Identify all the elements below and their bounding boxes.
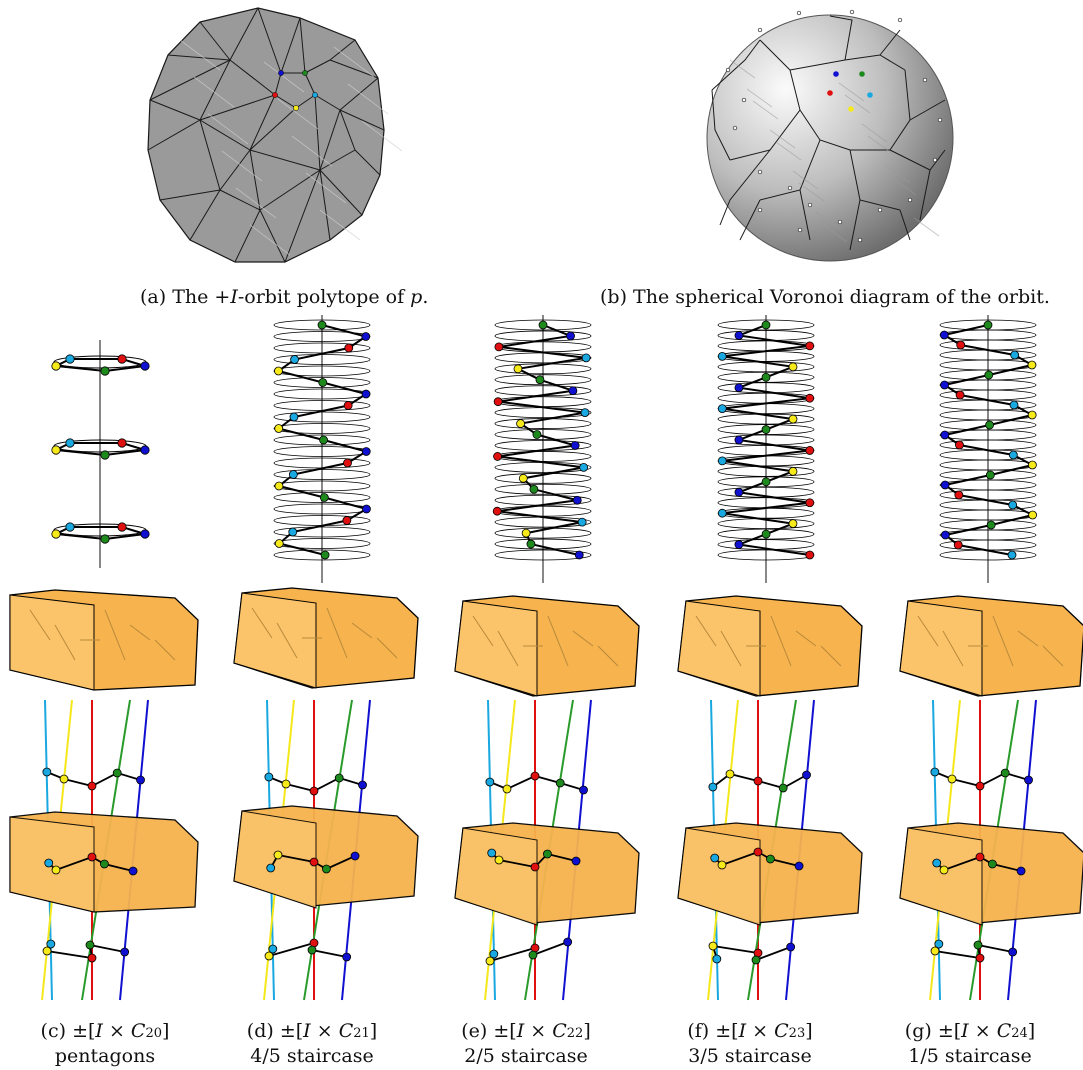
point-green <box>859 71 865 77</box>
caption-b: (b) The spherical Voronoi diagram of the… <box>600 286 1050 308</box>
caption-g: (g) ±[I × C24] 1/5 staircase <box>904 1020 1036 1067</box>
point-blue <box>833 71 839 77</box>
panel-c <box>9 340 199 1001</box>
voronoi-sphere <box>706 9 954 262</box>
point-blue <box>278 70 284 76</box>
point-cyan <box>312 92 318 98</box>
point-red <box>827 90 833 96</box>
point-green <box>302 70 308 76</box>
caption-d: (d) ±[I × C21] 4/5 staircase <box>246 1020 378 1067</box>
point-red <box>272 92 278 98</box>
panel-f <box>677 315 863 1001</box>
caption-e: (e) ±[I × C22] 2/5 staircase <box>461 1020 591 1067</box>
caption-f: (f) ±[I × C23] 3/5 staircase <box>687 1020 813 1067</box>
panel-g <box>899 315 1083 1001</box>
caption-c: (c) ±[I × C20] pentagons <box>40 1020 170 1067</box>
orbit-polytope <box>147 7 403 263</box>
panel-e <box>454 315 640 1001</box>
point-yellow <box>293 105 299 111</box>
caption-a: (a) The +I-orbit polytope of p. <box>140 286 429 308</box>
point-cyan <box>867 92 873 98</box>
panel-d <box>233 315 419 1001</box>
point-yellow <box>848 106 854 112</box>
